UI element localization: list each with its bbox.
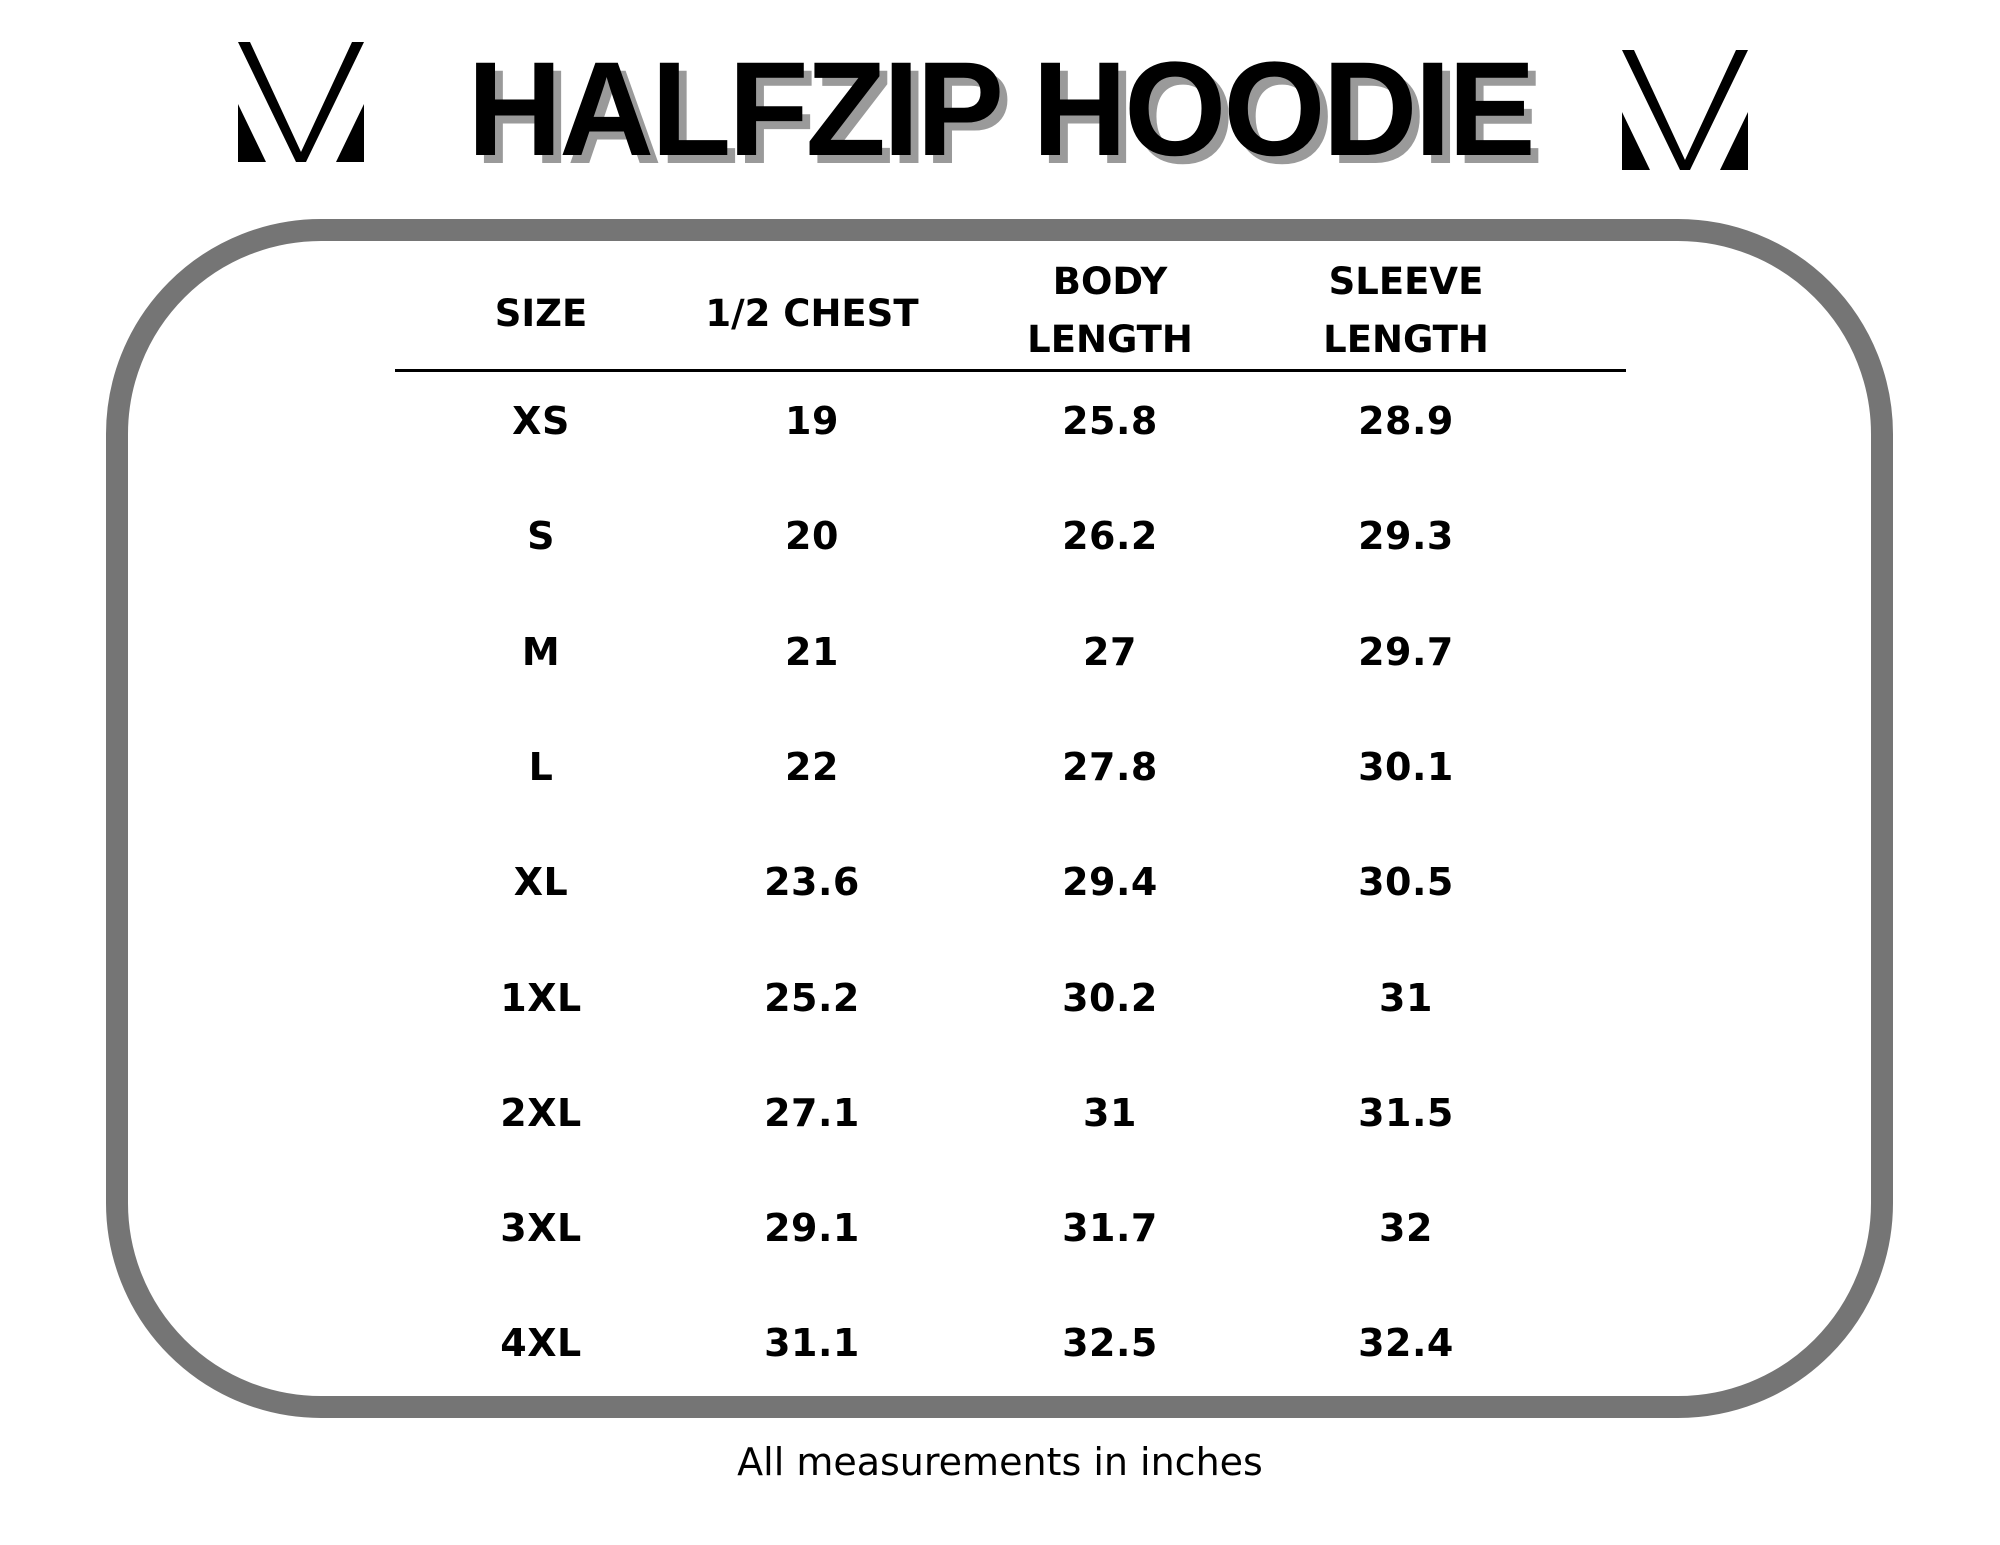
sleeve-length-cell: 30.1 — [1358, 744, 1454, 789]
measurement-note: All measurements in inches — [737, 1440, 1263, 1484]
half-chest-cell: 25.2 — [764, 975, 860, 1020]
body-length-cell: 25.8 — [1062, 399, 1158, 443]
sleeve-length-cell: 31.5 — [1358, 1090, 1454, 1135]
header-line: BODY — [1052, 260, 1168, 303]
sleeve-length-cell: 31 — [1379, 975, 1433, 1020]
size-cell: 4XL — [500, 1321, 582, 1366]
size-cell: XS — [512, 399, 570, 443]
header-sleeve-length: SLEEVE LENGTH — [1246, 253, 1566, 369]
sleeve-length-cell: 29.3 — [1358, 514, 1454, 559]
sleeve-length-cell: 32.4 — [1358, 1321, 1454, 1366]
header-line: LENGTH — [1027, 318, 1193, 361]
sleeve-length-cell: 30.5 — [1358, 860, 1454, 905]
header-line: SLEEVE — [1328, 260, 1484, 303]
size-cell: 3XL — [500, 1206, 582, 1251]
half-chest-cell: 22 — [785, 744, 839, 789]
body-length-cell: 31.7 — [1062, 1206, 1158, 1251]
header-size: SIZE — [381, 285, 701, 343]
half-chest-cell: 27.1 — [764, 1090, 860, 1135]
size-cell: 2XL — [500, 1090, 582, 1135]
header-half-chest: 1/2 CHEST — [652, 285, 972, 343]
body-length-cell: 27 — [1083, 629, 1137, 674]
size-cell: L — [528, 744, 554, 789]
half-chest-cell: 20 — [785, 514, 839, 559]
sleeve-length-cell: 29.7 — [1358, 629, 1454, 674]
body-length-cell: 30.2 — [1062, 975, 1158, 1020]
sleeve-length-cell: 32 — [1379, 1206, 1433, 1251]
body-length-cell: 26.2 — [1062, 514, 1158, 559]
size-cell: M — [521, 629, 561, 674]
page-title: HALFZIP HOODIE — [467, 35, 1535, 184]
body-length-cell: 27.8 — [1062, 744, 1158, 789]
header-line: LENGTH — [1323, 318, 1489, 361]
size-cell: S — [527, 514, 555, 559]
header-line: 1/2 CHEST — [705, 292, 919, 335]
body-length-cell: 32.5 — [1062, 1321, 1158, 1366]
half-chest-cell: 23.6 — [764, 860, 860, 905]
body-length-cell: 31 — [1083, 1090, 1137, 1135]
size-cell: XL — [513, 860, 569, 905]
m-monogram-logo-icon — [238, 42, 364, 162]
half-chest-cell: 29.1 — [764, 1206, 860, 1251]
half-chest-cell: 21 — [785, 629, 839, 674]
header-divider — [395, 369, 1626, 372]
header-line: SIZE — [494, 292, 588, 335]
m-monogram-logo-icon — [1622, 50, 1748, 170]
half-chest-cell: 19 — [785, 399, 839, 443]
size-chart-frame — [106, 219, 1893, 1418]
body-length-cell: 29.4 — [1062, 860, 1158, 905]
sleeve-length-cell: 28.9 — [1358, 399, 1454, 443]
header-body-length: BODY LENGTH — [950, 253, 1270, 369]
half-chest-cell: 31.1 — [764, 1321, 860, 1366]
size-cell: 1XL — [500, 975, 582, 1020]
